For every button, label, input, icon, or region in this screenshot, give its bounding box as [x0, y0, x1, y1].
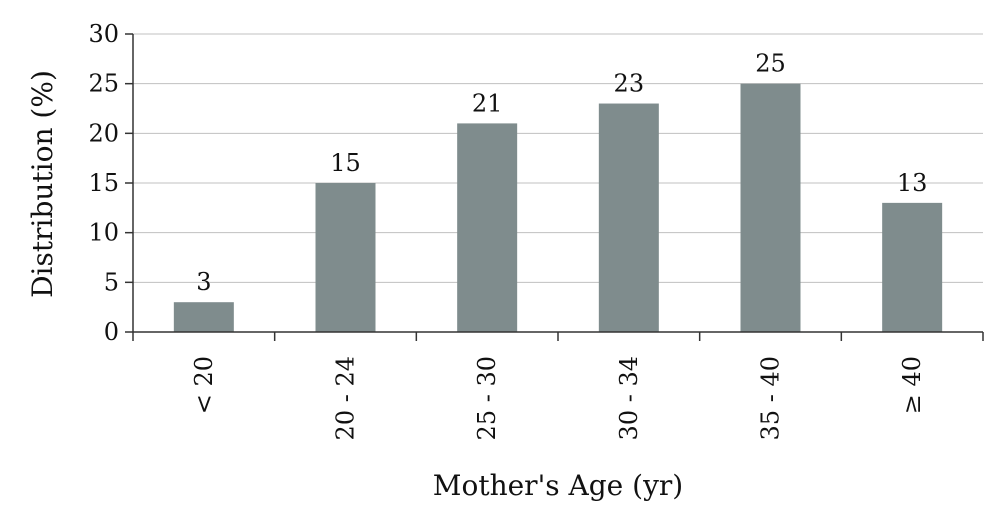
- category-label: 30 - 34: [615, 356, 643, 440]
- data-label: 3: [196, 268, 211, 296]
- data-label: 23: [614, 70, 645, 98]
- data-label: 25: [755, 50, 786, 78]
- y-tick-label: 10: [88, 219, 119, 247]
- y-tick-label: 25: [88, 70, 119, 98]
- y-tick-label: 30: [88, 20, 119, 48]
- bar: [173, 302, 234, 332]
- bar: [882, 202, 943, 332]
- data-label: 21: [472, 89, 503, 117]
- category-label: 25 - 30: [473, 356, 501, 440]
- y-tick-labels: 0 5 10 15 20 25 30: [88, 20, 133, 346]
- y-tick-label: 0: [104, 318, 119, 346]
- category-label: 35 - 40: [757, 356, 785, 440]
- data-labels: 3 15 21 23 25 13: [196, 50, 927, 297]
- category-labels: < 20 20 - 24 25 - 30 30 - 34 35 - 40 ≥ 40: [190, 356, 926, 440]
- data-label: 13: [897, 169, 928, 197]
- grid-lines: [133, 33, 983, 283]
- bar: [598, 103, 659, 333]
- y-tick-label: 5: [104, 268, 119, 296]
- y-tick-label: 15: [88, 169, 119, 197]
- y-axis-title: Distribution (%): [26, 70, 59, 298]
- bars: [173, 83, 943, 333]
- bar: [457, 123, 518, 333]
- y-tick-label: 20: [88, 119, 119, 147]
- x-tick-marks: [132, 332, 984, 341]
- x-axis-title: Mother's Age (yr): [433, 469, 683, 502]
- category-label: 20 - 24: [332, 356, 360, 440]
- category-label: < 20: [190, 356, 218, 414]
- category-label: ≥ 40: [898, 356, 926, 414]
- bar: [315, 183, 376, 332]
- bar: [740, 83, 801, 333]
- data-label: 15: [330, 149, 361, 177]
